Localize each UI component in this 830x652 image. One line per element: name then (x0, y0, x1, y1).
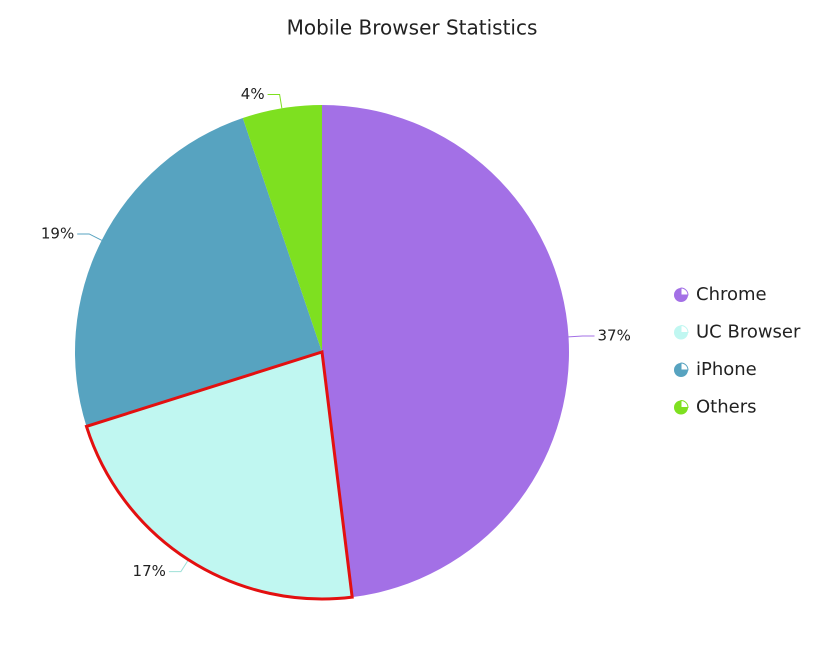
leader-line (267, 93, 283, 109)
legend-label[interactable]: iPhone (696, 359, 757, 380)
data-label: 4% (241, 85, 265, 103)
data-label: 17% (133, 562, 166, 580)
data-label: 19% (41, 224, 74, 242)
leader-line (77, 233, 102, 241)
pie-slice[interactable] (84, 350, 354, 601)
pie-slice[interactable] (74, 118, 323, 427)
legend-icon-wedge (680, 399, 689, 408)
chart-title: Mobile Browser Statistics (287, 16, 538, 40)
legend-icon-wedge (680, 287, 689, 296)
pie-slice[interactable] (322, 104, 570, 598)
leader-line (568, 335, 595, 338)
legend-icon-wedge (680, 324, 689, 333)
legend-icon-wedge (680, 362, 689, 371)
pie-slice[interactable] (242, 105, 322, 352)
legend-label[interactable]: Chrome (696, 284, 767, 305)
legend-label[interactable]: UC Browser (696, 322, 801, 343)
leader-line (168, 559, 189, 573)
data-label: 37% (598, 327, 631, 345)
legend-label[interactable]: Others (696, 397, 757, 418)
